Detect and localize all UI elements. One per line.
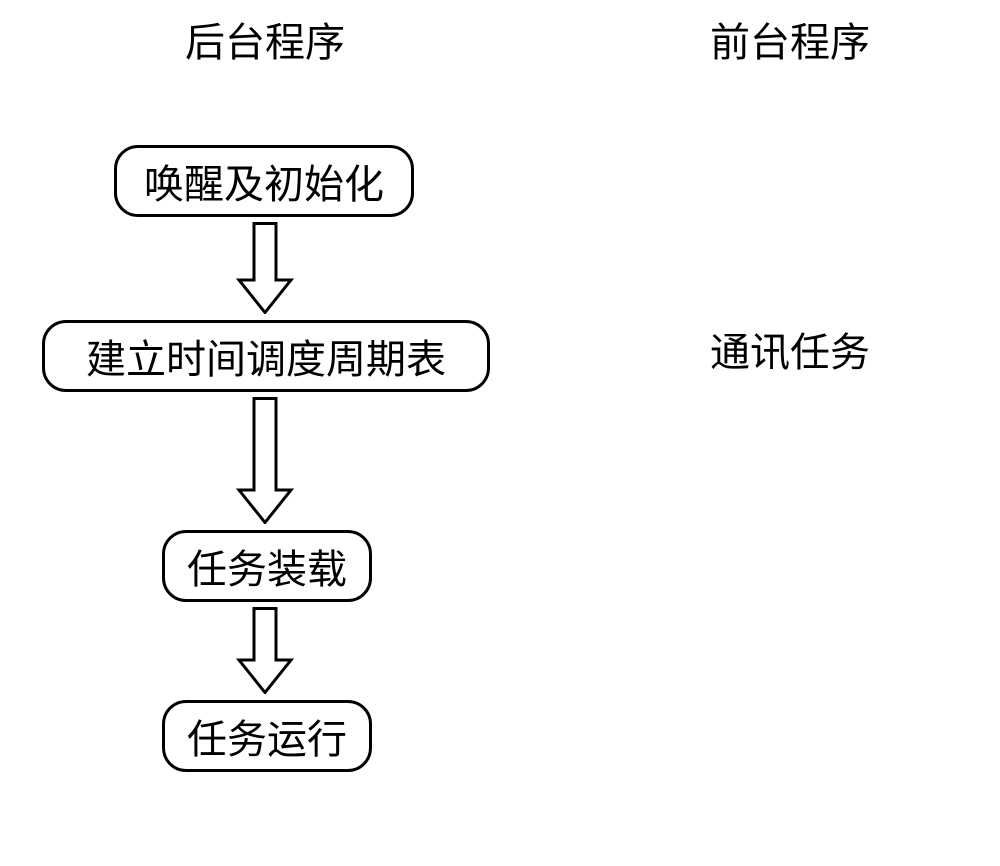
node-task-load: 任务装载 — [162, 530, 372, 602]
side-label: 通讯任务 — [710, 320, 870, 378]
node-wake-init: 唤醒及初始化 — [114, 145, 414, 217]
header-left-label: 后台程序 — [185, 10, 345, 68]
header-right-label: 前台程序 — [710, 10, 870, 68]
arrow-2 — [236, 397, 294, 524]
arrow-1 — [236, 222, 294, 314]
diagram-canvas: 后台程序 前台程序 通讯任务 唤醒及初始化 建立时间调度周期表 任务装载 任务运… — [0, 0, 1000, 866]
node-task-run: 任务运行 — [162, 700, 372, 772]
arrow-3 — [236, 607, 294, 694]
node-build-schedule: 建立时间调度周期表 — [42, 320, 490, 392]
